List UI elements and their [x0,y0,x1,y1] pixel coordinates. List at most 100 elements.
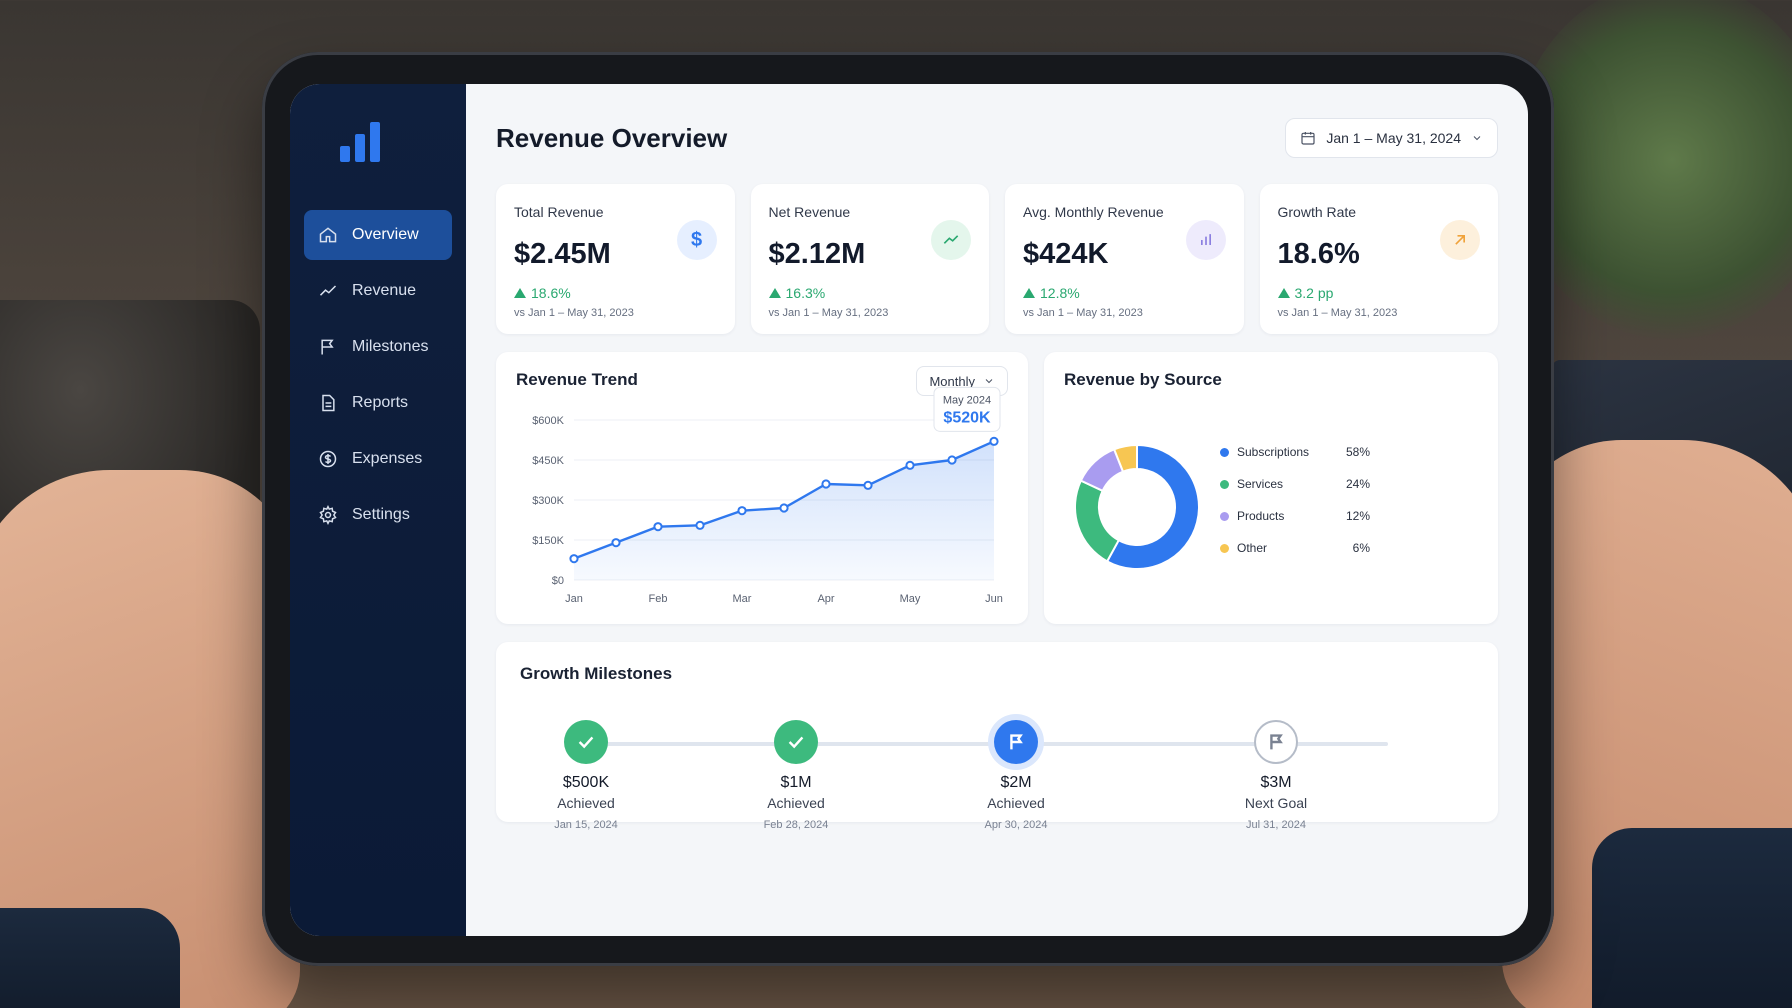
milestone-track [576,742,1388,746]
legend-item-products: Products 12% [1220,500,1370,532]
data-point [611,538,621,548]
document-icon [322,394,335,412]
legend-dot [1220,479,1229,489]
tablet-screen: Overview Revenue Milestones Reports Expe… [290,84,1528,936]
milestone-amount: $500K [562,774,610,791]
sidebar-item-expenses[interactable]: Expenses [304,434,452,484]
topbar: Revenue Overview Jan 1 – May 31, 2024 [496,110,1498,166]
sidebar: Overview Revenue Milestones Reports Expe… [290,84,466,936]
milestone-status: Next Goal [1244,795,1308,811]
kpi-label: Total Revenue [514,204,604,220]
sidebar-item-reports[interactable]: Reports [304,378,452,428]
x-tick-label: Feb [649,593,668,605]
legend-name: Subscriptions [1237,445,1310,459]
sidebar-item-overview[interactable]: Overview [304,210,452,260]
donut-slice-services[interactable] [1074,479,1121,563]
y-tick-label: $450K [532,455,564,467]
kpi-card-net-revenue[interactable]: Net Revenue $2.12M 16.3% vs Jan 1 – May … [750,184,989,334]
kpi-label: Net Revenue [768,204,851,220]
sidebar-item-label: Settings [352,506,410,523]
milestone-2m[interactable]: $2M Achieved Apr 30, 2024 [936,720,1096,831]
kpi-change-value: 12.8% [1040,285,1080,301]
kpi-card-avg-monthly-revenue[interactable]: Avg. Monthly Revenue $424K 12.8% vs Jan … [1005,184,1244,334]
legend-dot [1220,543,1229,553]
milestone-status: Achieved [767,795,825,811]
milestone-amount: $1M [780,774,812,791]
sidebar-item-label: Revenue [352,282,417,299]
arrow-up-right-icon [1440,220,1480,260]
tooltip-label: May 2024 [943,394,991,406]
donut-slice-other[interactable] [1112,443,1138,473]
kpi-value: $2.12M [768,238,866,270]
kpi-comparison: vs Jan 1 – May 31, 2023 [1023,307,1143,319]
kpi-comparison: vs Jan 1 – May 31, 2023 [514,307,634,319]
date-range-picker[interactable]: Jan 1 – May 31, 2024 [1285,118,1498,158]
kpi-change-value: 18.6% [531,285,571,301]
x-tick-label: May [900,593,921,605]
main-content: Revenue Overview Jan 1 – May 31, 2024 To… [466,84,1528,936]
kpi-comparison: vs Jan 1 – May 31, 2023 [768,307,889,319]
dollar-circle-icon [319,450,337,468]
up-triangle-icon [1277,288,1290,298]
kpi-change: 12.8% [1023,285,1226,301]
data-point [863,480,873,490]
calendar-icon [1301,132,1315,145]
milestone-date: Jul 31, 2024 [1246,819,1306,831]
milestone-date: Feb 28, 2024 [763,819,829,831]
legend-name: Other [1237,541,1268,555]
bar-chart-icon [1185,220,1226,260]
flag-icon [994,720,1038,764]
kpi-card-total-revenue[interactable]: Total Revenue $2.45M 18.6% vs Jan 1 – Ma… [496,184,735,334]
revenue-by-source-donut [1074,443,1200,570]
revenue-trend-card: Revenue Trend Monthly $0 $150K $300K $450K $… [496,352,1028,624]
data-point [737,506,747,516]
sidebar-item-settings[interactable]: Settings [304,490,452,540]
card-title: Revenue Trend [516,370,638,389]
legend-pct: 12% [1345,509,1370,523]
data-point [653,522,663,532]
growth-milestones-card: Growth Milestones $500K Achieved Jan 15,… [496,642,1498,831]
sidebar-item-label: Overview [352,226,419,243]
kpi-change: 16.3% [768,285,972,301]
milestone-date: Jan 15, 2024 [554,819,618,831]
sidebar-item-revenue[interactable]: Revenue [304,266,452,316]
milestone-status: Achieved [987,795,1045,811]
kpi-card-growth-rate[interactable]: Growth Rate 18.6% 3.2 pp vs Jan 1 – May … [1259,184,1498,334]
kpi-comparison: vs Jan 1 – May 31, 2023 [1277,307,1398,319]
period-select-value: Monthly [929,373,975,389]
flag-outline-icon [1254,720,1298,764]
milestone-amount: $2M [1000,774,1032,791]
revenue-by-source-card: Revenue by Source Subscriptions 58% Serv… [1044,352,1498,624]
page-title: Revenue Overview [496,122,728,153]
legend-name: Services [1237,477,1284,491]
card-title: Revenue by Source [1064,370,1222,389]
sidebar-item-milestones[interactable]: Milestones [304,322,452,372]
legend-pct: 6% [1352,541,1370,555]
milestone-1m[interactable]: $1M Achieved Feb 28, 2024 [716,720,876,831]
chevron-down-icon [1473,136,1481,141]
up-triangle-icon [514,288,526,298]
milestone-500k[interactable]: $500K Achieved Jan 15, 2024 [506,720,666,831]
legend-name: Products [1237,509,1285,523]
app-logo-icon [340,118,452,162]
tooltip-box [933,386,1001,432]
gear-icon [319,505,337,525]
milestone-3m[interactable]: $3M Next Goal Jul 31, 2024 [1196,720,1356,831]
up-triangle-icon [768,288,781,298]
legend-item-subscriptions: Subscriptions 58% [1220,436,1370,468]
kpi-value: $424K [1023,238,1109,270]
milestone-date: Apr 30, 2024 [984,819,1048,831]
kpi-label: Avg. Monthly Revenue [1023,204,1164,220]
charts-row: Revenue Trend Monthly $0 $150K $300K $450K $… [496,352,1498,624]
milestone-amount: $3M [1260,774,1292,791]
chevron-down-icon [985,379,993,384]
sidebar-item-label: Expenses [352,450,423,467]
source-legend: Subscriptions 58% Services 24% Products … [1220,436,1370,564]
kpi-value: $2.45M [514,238,611,270]
donut-slice-subscriptions[interactable] [1105,443,1200,570]
kpi-value: 18.6% [1277,238,1360,270]
y-tick-label: $0 [552,575,564,587]
kpi-row: Total Revenue $2.45M 18.6% vs Jan 1 – Ma… [496,184,1498,334]
kpi-change: 3.2 pp [1277,285,1481,301]
data-point [989,436,999,446]
